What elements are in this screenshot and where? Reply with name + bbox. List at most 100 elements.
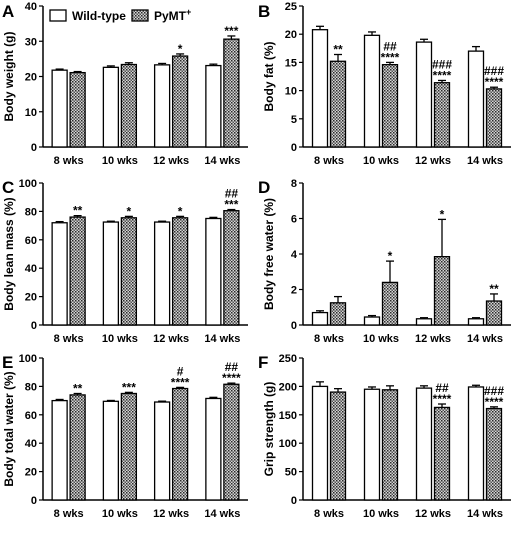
y-tick-label: 40 [25,438,37,450]
y-tick-label: 100 [279,438,297,450]
panel-letter: B [258,2,270,21]
bar-pymt [329,302,347,326]
panel-a: A 0 10 20 30 40 Body weight (g) 8 wks 10 wks * 12 … [2,1,248,167]
category-label: 8 wks [314,155,344,167]
y-tick-label: 20 [285,29,297,41]
bar-wild-type [467,386,485,501]
legend-label: PyMT+ [154,7,191,23]
bar-wild-type [363,34,381,148]
panel-letter: A [2,2,14,21]
bar-wild-type [467,50,485,148]
category-label: 10 wks [102,508,138,520]
significance-label: *** [224,24,238,38]
bar-pymt [120,63,138,148]
y-tick-label: 80 [25,206,37,218]
bar-wild-type [102,400,120,501]
y-tick-label: 6 [291,214,297,226]
bar-wild-type [153,401,171,501]
y-tick-label: 8 [291,178,297,190]
y-tick-label: 10 [285,86,297,98]
legend: Wild-type PyMT+ [49,7,191,23]
y-axis-label: Grip strength (g) [262,382,276,477]
panel-letter: D [258,178,270,197]
bar-pymt [171,387,189,501]
bar-pymt [120,217,138,326]
panel-letter: F [258,353,268,372]
legend-swatch [49,9,67,22]
significance-label: **** [222,371,241,385]
category-label: 12 wks [153,508,189,520]
significance-label: ### [432,57,452,71]
category-label: 8 wks [54,155,84,167]
bar-wild-type [311,385,329,501]
category-label: 10 wks [102,333,138,345]
y-tick-label: 15 [285,57,297,69]
y-tick-label: 0 [291,320,297,332]
y-tick-label: 60 [25,235,37,247]
panel-f: F 0 50 100 150 200 250 Grip strength (g) 8 wks 10… [258,353,511,520]
bar-pymt [433,406,451,501]
significance-label: ** [333,43,343,57]
y-tick-label: 80 [25,381,37,393]
y-tick-label: 2 [291,285,297,297]
significance-label: ** [489,282,499,296]
y-tick-label: 25 [285,1,297,13]
significance-label: ## [225,360,239,374]
significance-label: * [440,207,445,221]
y-axis-label: Body weight (g) [2,32,16,122]
panel-d: D 0 2 4 6 8 Body free water (%) 8 wks * 10 wks * 12… [258,178,511,345]
bar-wild-type [51,222,68,326]
y-tick-label: 10 [25,107,37,119]
bar-wild-type [467,318,485,326]
significance-label: * [178,42,183,56]
y-axis-label: Body fat (%) [262,42,276,112]
legend-swatch [131,9,149,22]
significance-label: * [388,249,393,263]
significance-label: ** [73,382,83,396]
significance-label: ### [484,384,504,398]
bar-pymt [171,217,189,326]
bar-wild-type [205,217,222,326]
y-tick-label: 0 [31,142,37,154]
bar-pymt [433,82,451,148]
y-tick-label: 0 [31,495,37,507]
bar-pymt [485,407,503,501]
bar-wild-type [311,311,329,326]
category-label: 12 wks [415,155,451,167]
bar-pymt [381,281,399,326]
significance-label: **** [381,50,400,64]
bar-wild-type [415,41,433,148]
category-label: 10 wks [363,155,399,167]
bar-wild-type [363,388,381,501]
y-tick-label: 0 [291,495,297,507]
bar-wild-type [51,399,68,501]
significance-label: ## [383,39,397,53]
significance-label: *** [122,380,136,394]
category-label: 12 wks [153,155,189,167]
significance-label: ## [225,187,239,201]
legend-label: Wild-type [72,9,126,23]
y-tick-label: 20 [25,292,37,304]
bar-wild-type [205,397,222,501]
category-label: 14 wks [204,333,240,345]
category-label: 14 wks [467,508,503,520]
bar-pymt [223,38,240,148]
bar-pymt [223,210,240,326]
bar-wild-type [363,316,381,326]
y-axis-label: Body free water (%) [262,198,276,310]
significance-label: ** [73,204,83,218]
category-label: 14 wks [467,155,503,167]
significance-label: * [127,204,132,218]
category-label: 14 wks [467,333,503,345]
bar-pymt [69,216,86,326]
y-tick-label: 5 [291,114,297,126]
y-tick-label: 20 [25,467,37,479]
bar-pymt [171,55,189,148]
bar-pymt [485,300,503,326]
y-tick-label: 50 [285,467,297,479]
significance-label: ### [484,64,504,78]
category-label: 10 wks [363,508,399,520]
